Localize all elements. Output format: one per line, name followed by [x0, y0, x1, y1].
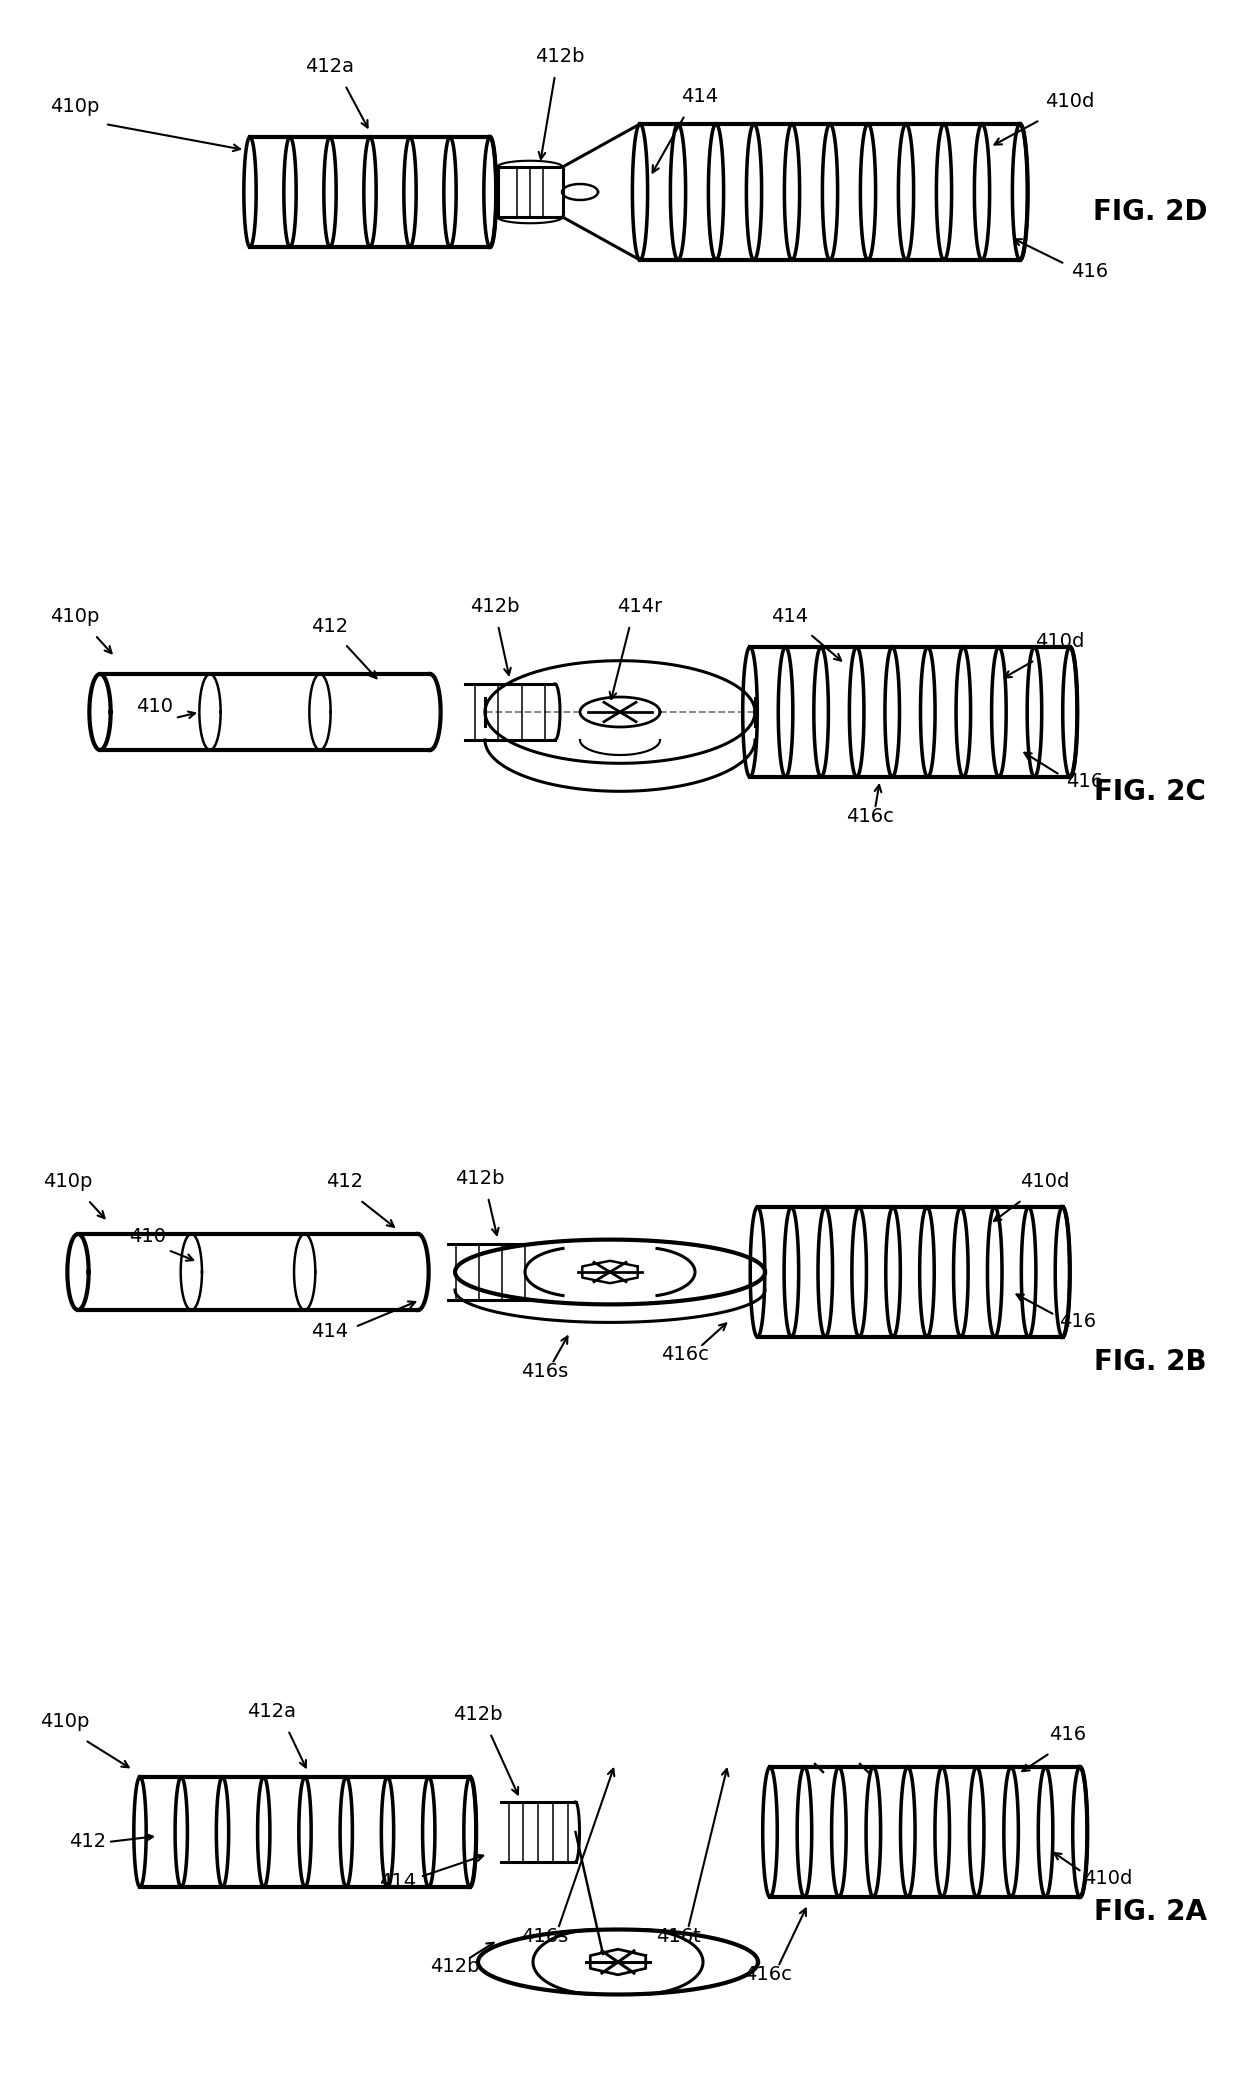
- Text: FIG. 2D: FIG. 2D: [1092, 199, 1208, 226]
- Text: 410: 410: [129, 1228, 166, 1247]
- Text: 416: 416: [1066, 772, 1104, 791]
- Text: 416s: 416s: [521, 1927, 569, 1946]
- Text: 412b: 412b: [470, 596, 520, 615]
- Text: 416c: 416c: [661, 1345, 709, 1364]
- Text: 412b: 412b: [455, 1169, 505, 1188]
- Text: 412a: 412a: [248, 1703, 296, 1722]
- Text: 410d: 410d: [1021, 1172, 1070, 1190]
- Text: 412: 412: [326, 1172, 363, 1190]
- Text: 412b: 412b: [454, 1705, 502, 1724]
- Text: 412: 412: [69, 1833, 107, 1851]
- Text: 412b: 412b: [430, 1956, 480, 1977]
- Text: 414: 414: [682, 88, 718, 107]
- Text: 414: 414: [311, 1322, 348, 1341]
- Text: 414r: 414r: [618, 596, 662, 615]
- Text: 410d: 410d: [1084, 1868, 1132, 1887]
- Text: 410d: 410d: [1045, 92, 1095, 111]
- Text: 416c: 416c: [744, 1964, 792, 1983]
- Text: 416: 416: [1071, 262, 1109, 280]
- Text: 416c: 416c: [846, 808, 894, 826]
- Text: 412b: 412b: [536, 46, 585, 67]
- Text: 410p: 410p: [51, 607, 99, 626]
- Text: 412: 412: [311, 617, 348, 636]
- Text: 416: 416: [1059, 1312, 1096, 1331]
- Text: 410: 410: [136, 697, 174, 715]
- Text: 414: 414: [771, 607, 808, 626]
- Text: 412a: 412a: [305, 56, 355, 75]
- Text: 410d: 410d: [1035, 632, 1085, 651]
- Text: 410p: 410p: [41, 1711, 89, 1730]
- Text: FIG. 2A: FIG. 2A: [1094, 1897, 1207, 1927]
- Text: 410p: 410p: [51, 96, 99, 115]
- Text: 416: 416: [1049, 1726, 1086, 1745]
- Text: 414: 414: [379, 1872, 417, 1891]
- Text: 416s: 416s: [521, 1362, 569, 1381]
- Text: FIG. 2B: FIG. 2B: [1094, 1347, 1207, 1377]
- Text: FIG. 2C: FIG. 2C: [1094, 778, 1207, 805]
- Text: 410p: 410p: [43, 1172, 93, 1190]
- Text: 416t: 416t: [656, 1927, 701, 1946]
